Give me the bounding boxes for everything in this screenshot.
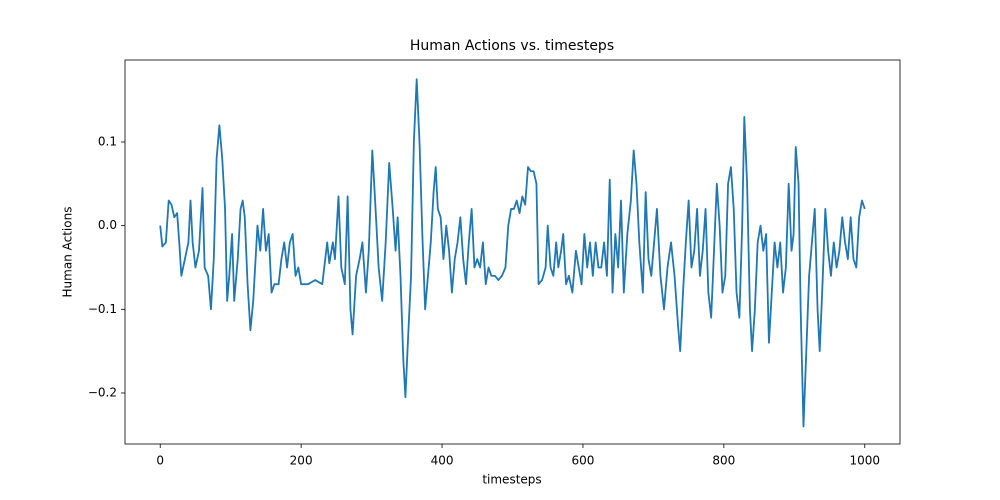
chart-title: Human Actions vs. timesteps xyxy=(410,38,614,54)
x-tick-label: 0 xyxy=(156,454,164,468)
y-tick-label: 0.1 xyxy=(98,134,117,148)
x-tick-label: 800 xyxy=(712,454,735,468)
y-tick-label: −0.2 xyxy=(88,385,117,399)
y-tick-label: −0.1 xyxy=(88,302,117,316)
x-tick-label: 400 xyxy=(431,454,454,468)
x-axis-label: timesteps xyxy=(482,473,541,487)
y-tick-label: 0.0 xyxy=(98,218,117,232)
x-tick-label: 600 xyxy=(572,454,595,468)
y-axis-label: Human Actions xyxy=(61,207,75,298)
x-tick-label: 1000 xyxy=(849,454,880,468)
data-line xyxy=(159,78,866,428)
plot-frame xyxy=(124,59,901,445)
x-tick-label: 200 xyxy=(290,454,313,468)
